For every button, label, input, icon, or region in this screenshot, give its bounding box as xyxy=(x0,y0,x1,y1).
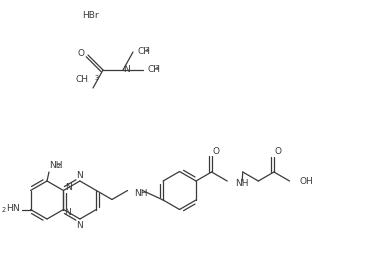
Text: CH: CH xyxy=(75,75,88,85)
Text: O: O xyxy=(212,146,219,156)
Text: H: H xyxy=(6,204,13,213)
Text: N: N xyxy=(64,208,71,217)
Text: NH: NH xyxy=(49,161,62,169)
Text: CH: CH xyxy=(137,48,150,56)
Text: OH: OH xyxy=(299,176,313,186)
Text: N: N xyxy=(76,221,83,229)
Text: N: N xyxy=(12,204,19,213)
Text: 3: 3 xyxy=(145,47,149,53)
Text: CH: CH xyxy=(147,66,160,74)
Text: 3: 3 xyxy=(95,75,99,81)
Text: N: N xyxy=(76,170,83,180)
Text: O: O xyxy=(275,147,282,157)
Text: HBr: HBr xyxy=(82,11,99,21)
Text: NH: NH xyxy=(235,180,249,188)
Text: O: O xyxy=(78,50,85,58)
Text: NH: NH xyxy=(135,189,148,198)
Text: N: N xyxy=(65,183,72,192)
Text: N: N xyxy=(124,66,130,74)
Text: 2: 2 xyxy=(57,163,61,169)
Text: 2: 2 xyxy=(1,206,6,212)
Text: 3: 3 xyxy=(155,65,159,71)
